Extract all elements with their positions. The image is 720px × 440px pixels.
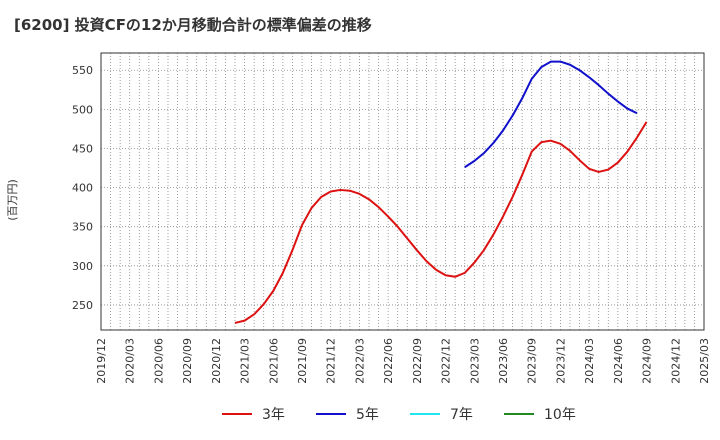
y-tick-label: 550 bbox=[72, 64, 93, 77]
legend-swatch bbox=[222, 413, 252, 415]
x-tick-label: 2022/09 bbox=[411, 338, 424, 384]
y-tick-label: 500 bbox=[72, 103, 93, 116]
x-tick-label: 2022/03 bbox=[353, 338, 366, 384]
x-tick-label: 2024/06 bbox=[612, 338, 625, 384]
y-tick-label: 300 bbox=[72, 260, 93, 273]
grid-lines bbox=[100, 53, 705, 330]
series-line bbox=[234, 121, 648, 324]
y-tick-label: 250 bbox=[72, 299, 93, 312]
x-tick-label: 2023/09 bbox=[526, 338, 539, 384]
x-tick-label: 2021/12 bbox=[325, 338, 338, 384]
x-tick-label: 2023/06 bbox=[497, 338, 510, 384]
x-tick-label: 2022/06 bbox=[382, 338, 395, 384]
x-tick-label: 2024/09 bbox=[641, 338, 654, 384]
series-line bbox=[464, 60, 638, 169]
y-axis-label: (百万円) bbox=[6, 179, 19, 221]
chart-title: [6200] 投資CFの12か月移動合計の標準偏差の推移 bbox=[14, 16, 372, 34]
legend-label: 7年 bbox=[450, 407, 473, 423]
legend-swatch bbox=[410, 413, 440, 415]
x-tick-label: 2023/12 bbox=[554, 338, 567, 384]
y-tick-label: 350 bbox=[72, 221, 93, 234]
x-tick-label: 2021/06 bbox=[267, 338, 280, 384]
x-tick-label: 2024/12 bbox=[669, 338, 682, 384]
x-tick-label: 2019/12 bbox=[95, 338, 108, 384]
legend-swatch bbox=[316, 413, 346, 415]
x-tick-label: 2024/03 bbox=[583, 338, 596, 384]
plot-border bbox=[100, 52, 705, 331]
x-tick-label: 2020/03 bbox=[124, 338, 137, 384]
x-tick-label: 2020/06 bbox=[152, 338, 165, 384]
x-tick-labels: 2019/12 2020/03 2020/06 2020/09 2020/12 2021/… bbox=[95, 338, 711, 384]
x-tick-label: 2022/12 bbox=[440, 338, 453, 384]
x-tick-label: 2020/12 bbox=[210, 338, 223, 384]
x-tick-label: 2021/09 bbox=[296, 338, 309, 384]
series-lines bbox=[234, 60, 648, 324]
y-tick-label: 400 bbox=[72, 182, 93, 195]
legend-label: 5年 bbox=[356, 407, 379, 423]
legend-item: 5年 bbox=[316, 404, 379, 424]
legend-item: 7年 bbox=[410, 404, 473, 424]
x-tick-label: 2023/03 bbox=[468, 338, 481, 384]
x-tick-label: 2020/09 bbox=[181, 338, 194, 384]
x-tick-label: 2025/03 bbox=[698, 338, 711, 384]
y-tick-label: 450 bbox=[72, 142, 93, 155]
legend-label: 3年 bbox=[262, 407, 285, 423]
legend-item: 3年 bbox=[222, 404, 285, 424]
legend-item: 10年 bbox=[504, 404, 576, 424]
legend-swatch bbox=[504, 413, 534, 415]
x-tick-label: 2021/03 bbox=[239, 338, 252, 384]
legend: 3年 5年 7年 10年 bbox=[0, 404, 720, 424]
legend-label: 10年 bbox=[544, 407, 576, 423]
y-tick-labels: 250 300 350 400 450 500 550 bbox=[72, 64, 93, 312]
